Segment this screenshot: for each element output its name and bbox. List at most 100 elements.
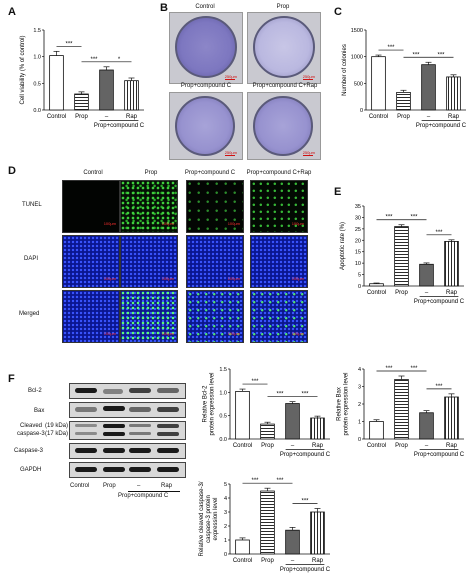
chart-e: 0 5 10 15 20 25 30 35 Apoptotic rate (%) Control P…: [340, 204, 465, 305]
x-tick-label: Control: [47, 114, 66, 120]
wb-band: [157, 432, 179, 436]
y-tick-label: 10: [355, 261, 361, 267]
panel-e-label: E: [334, 186, 342, 198]
tunel-row-dapi: DAPI: [24, 256, 39, 262]
wb-lane-control: Control: [70, 483, 90, 489]
wb-band: [103, 424, 125, 428]
wb-band: [129, 407, 151, 412]
panel-d-label: D: [8, 165, 16, 177]
y-tick-label: 2: [224, 524, 227, 530]
wb-band: [157, 407, 179, 412]
tunel-image: 100μm: [120, 180, 178, 233]
scale-bar: 100μm: [103, 331, 116, 336]
sig-label: ***: [412, 52, 420, 58]
scale-bar: 100μm: [161, 331, 174, 336]
colony-image-control: 250μm: [169, 12, 243, 84]
y-tick-label: 0: [360, 108, 363, 114]
sig-label: ***: [387, 45, 395, 51]
tunel-image: 100μm: [186, 180, 244, 233]
scale-bar: 100μm: [161, 221, 174, 226]
group-label: Prop+compound C: [416, 123, 467, 129]
y-tick-label: 1.0: [219, 390, 227, 396]
dapi-image: 100μm: [62, 235, 120, 288]
y-tick-label: 1000: [351, 55, 363, 61]
bar: [444, 241, 459, 287]
colony-label-control: Control: [195, 4, 215, 10]
wb-label-cleaved: Cleaved: [20, 423, 43, 429]
tunel-col-compound: Prop+compound C: [184, 170, 236, 176]
wb-band: [157, 424, 179, 428]
sig-label: ***: [301, 392, 309, 398]
wb-band: [75, 432, 97, 435]
wb-band: [129, 424, 151, 427]
wb-band: [157, 448, 179, 453]
bar: [260, 423, 275, 440]
y-tick-label: 1.0: [33, 55, 41, 61]
group-label: Prop+compound C: [414, 299, 465, 305]
dapi-image: 100μm: [120, 235, 178, 288]
merged-image: 100μm: [120, 290, 178, 343]
x-tick-label: Control: [367, 290, 386, 296]
x-tick-label: –: [425, 443, 429, 449]
wb-label-caspase3-total: Caspase-3: [14, 448, 44, 454]
wb-band: [157, 388, 179, 393]
x-tick-label: Rap: [448, 114, 460, 120]
x-tick-label: Prop: [397, 114, 410, 120]
x-tick-label: Control: [369, 114, 388, 120]
x-tick-label: –: [291, 558, 295, 564]
bar: [124, 80, 139, 111]
wb-band-row: [69, 421, 186, 440]
colony-image-prop: 250μm: [247, 12, 321, 84]
x-tick-label: Prop: [261, 558, 274, 564]
tunel-row-merged: Merged: [19, 311, 40, 317]
y-tick-label: 20: [355, 238, 361, 244]
y-axis-label: Relative cleaved caspase-3/caspase-3 pro…: [199, 481, 219, 556]
x-tick-label: Prop: [75, 114, 88, 120]
wb-band: [129, 448, 151, 453]
x-tick-label: –: [425, 290, 429, 296]
wb-lane-rap: Rap: [161, 483, 173, 489]
y-axis-label: Relative Bcl-2protein expression level: [203, 372, 216, 435]
tunel-col-control: Control: [83, 170, 103, 176]
tunel-image: 100μm: [250, 180, 308, 233]
y-tick-label: 5: [358, 273, 361, 279]
chart-a: 0.0 0.5 1.0 1.5 Cell viability (% of control…: [20, 28, 145, 129]
dapi-image: 100μm: [250, 235, 308, 288]
y-tick-label: 0: [358, 284, 361, 290]
bar: [394, 226, 409, 287]
merged-image: 100μm: [62, 290, 120, 343]
panel-c-label: C: [334, 6, 342, 18]
wb-band: [129, 432, 151, 435]
group-label: Prop+compound C: [280, 567, 331, 573]
scale-bar: 100μm: [227, 276, 240, 281]
wb-band-row: [69, 402, 186, 418]
chart-f-caspase: 0 1 2 3 4 5 Relative cleaved caspase-3/caspase…: [199, 478, 331, 573]
y-tick-label: 0: [224, 552, 227, 558]
bar: [371, 56, 386, 111]
bar: [235, 391, 250, 440]
sig-label: ***: [435, 230, 443, 236]
sig-label: ***: [410, 215, 418, 221]
scale-bar: 250μm: [302, 74, 315, 79]
wb-band: [103, 448, 125, 453]
scale-bar: 100μm: [291, 276, 304, 281]
bar: [421, 64, 436, 111]
scale-bar: 250μm: [224, 150, 237, 155]
bar: [310, 417, 325, 440]
y-tick-label: 0.0: [219, 437, 227, 443]
wb-label-bcl2: Bcl-2: [28, 388, 42, 394]
wb-compound-label: Prop+compound C: [118, 493, 169, 499]
x-tick-label: Prop: [261, 443, 274, 449]
wb-band: [103, 406, 125, 411]
bar: [444, 396, 459, 440]
wb-band-row: [69, 383, 186, 399]
colony-image-compound-rap: 250μm: [247, 92, 321, 160]
bar: [310, 511, 325, 555]
x-tick-label: Rap: [126, 114, 138, 120]
wb-band: [103, 432, 125, 436]
chart-f-bax: 0 1 2 3 4 Relative Baxprotein expression leve…: [337, 366, 465, 458]
sig-label: ***: [251, 379, 259, 385]
y-tick-label: 1: [224, 538, 227, 544]
y-tick-label: 35: [355, 204, 361, 210]
wb-band-row: [69, 443, 186, 459]
